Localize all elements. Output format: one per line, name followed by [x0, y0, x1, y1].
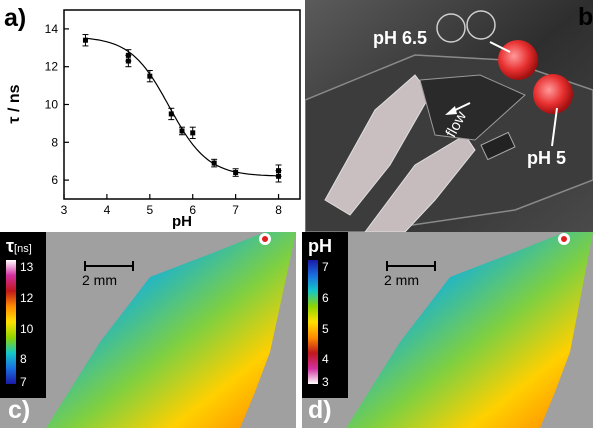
- chip-lower-chamber: [364, 134, 476, 232]
- colorbar-symbol: pH: [308, 236, 332, 256]
- x-tick-label: 8: [275, 203, 282, 217]
- colorbar-tick: 3: [322, 375, 329, 389]
- red-tube-ph-high: [498, 40, 538, 80]
- plot-frame: [63, 9, 301, 200]
- scale-label: 2 mm: [384, 272, 419, 288]
- colorbar-tick: 13: [20, 260, 34, 274]
- panel-b-letter: b): [578, 3, 593, 31]
- data-point: [82, 37, 88, 43]
- chip-photo-illustration: [305, 0, 593, 232]
- colorbar-tick: 10: [20, 322, 34, 336]
- inlet-port-1: [436, 13, 466, 43]
- data-point: [276, 173, 282, 179]
- y-tick-label: 12: [45, 60, 59, 74]
- colorbar-symbol: τ: [6, 236, 15, 256]
- ph-map-image: [346, 232, 593, 428]
- x-tick-label: 7: [232, 203, 239, 217]
- panel-d-ph-map: pH 7 6 5 4 3 2 mm d): [302, 232, 593, 428]
- tau-colorbar: τ[ns] 13 12 10 8 7: [0, 232, 46, 398]
- colorbar-tick: 6: [322, 291, 329, 305]
- scale-bar: [386, 261, 436, 271]
- arrow-ph-high: [489, 41, 511, 53]
- data-point: [168, 111, 174, 117]
- panel-a-letter: a): [4, 4, 27, 32]
- inlet-port-2: [466, 10, 496, 40]
- colorbar-unit: [ns]: [14, 243, 32, 255]
- data-point: [211, 160, 217, 166]
- scale-bar: [84, 261, 134, 271]
- map-region: [346, 232, 593, 428]
- colorbar-tick: 7: [20, 375, 27, 389]
- y-tick-label: 8: [51, 135, 58, 149]
- panel-d-letter: d): [308, 396, 332, 424]
- lifetime-map-image: [46, 232, 296, 428]
- y-tick-label: 10: [45, 98, 59, 112]
- label-ph-high: pH 6.5: [373, 28, 428, 48]
- flow-arrow-head: [445, 106, 457, 115]
- x-tick-label: 6: [189, 203, 196, 217]
- x-tick-label: 4: [104, 203, 111, 217]
- label-ph-low: pH 5: [527, 148, 567, 168]
- colorbar-gradient: [6, 260, 16, 384]
- x-axis-label: pH: [172, 213, 192, 230]
- arrow-ph-low: [551, 107, 558, 147]
- panel-c-letter: c): [8, 396, 31, 424]
- data-point: [125, 58, 131, 64]
- chip-channel: [419, 74, 526, 141]
- data-point: [190, 130, 196, 136]
- colorbar-tick: 8: [20, 352, 27, 366]
- red-tube-ph-low: [533, 74, 573, 114]
- colorbar-tick: 12: [20, 291, 34, 305]
- colorbar-tick: 5: [322, 322, 329, 336]
- x-tick-label: 3: [61, 203, 68, 217]
- data-point: [147, 73, 153, 79]
- data-point: [233, 170, 239, 176]
- map-region: [46, 232, 296, 428]
- fit-curve: [85, 37, 279, 177]
- y-axis-label: τ / ns: [6, 84, 23, 123]
- data-point: [179, 128, 185, 134]
- x-tick-label: 5: [146, 203, 153, 217]
- colorbar-gradient: [308, 260, 318, 384]
- y-tick-label: 14: [45, 22, 59, 36]
- panel-a: a) 3 4 5 6 7 8 6 8 10 12 14 pH τ / ns: [0, 0, 305, 232]
- ph-colorbar: pH 7 6 5 4 3: [302, 232, 348, 398]
- colorbar-tick: 4: [322, 352, 329, 366]
- panel-b-photo: pH 6.5 pH 5 flow b): [305, 0, 593, 232]
- y-tick-label: 6: [51, 173, 58, 187]
- colorbar-tick: 7: [322, 260, 329, 274]
- panel-c-lifetime-map: τ[ns] 13 12 10 8 7 2 mm c): [0, 232, 296, 428]
- scale-label: 2 mm: [82, 272, 117, 288]
- label-tag: [480, 131, 516, 161]
- lifetime-ph-chart: 3 4 5 6 7 8 6 8 10 12 14 pH τ / ns: [6, 9, 301, 230]
